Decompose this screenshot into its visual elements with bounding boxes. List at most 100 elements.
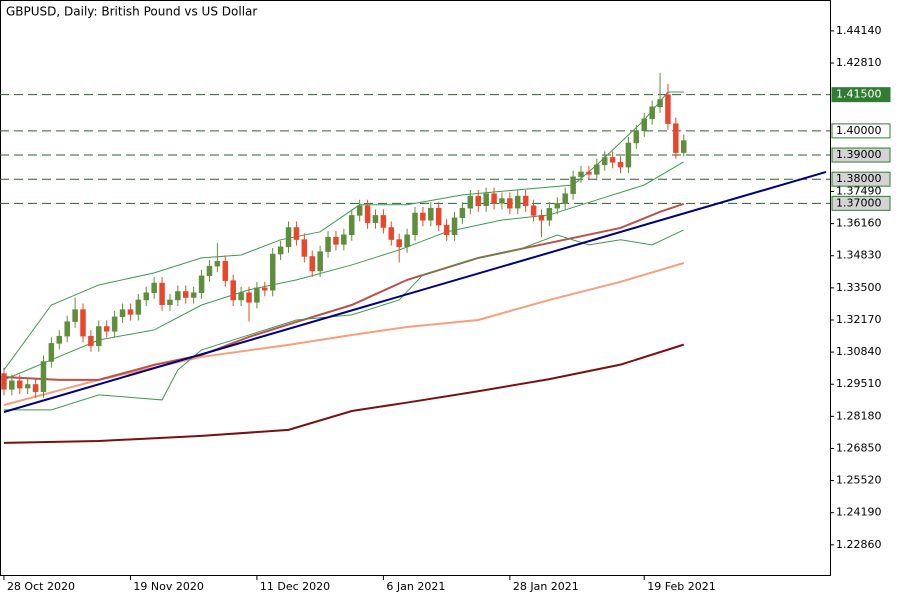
x-tick-label: 19 Nov 2020 <box>133 580 203 593</box>
candle-body <box>538 215 545 221</box>
candle-body <box>515 195 521 209</box>
candle-body <box>673 123 679 153</box>
candle-body <box>151 282 157 293</box>
candle-body <box>617 162 624 168</box>
candle-body <box>301 239 308 257</box>
candle-body <box>80 309 86 337</box>
candle-body <box>222 261 229 281</box>
candle-body <box>364 205 371 223</box>
level-label: 1.40000 <box>836 124 882 137</box>
candle-body <box>230 280 236 301</box>
candle-body <box>594 164 600 175</box>
y-tick-label: 1.37490 <box>836 185 882 198</box>
candle-body <box>309 256 315 272</box>
candle-body <box>1 373 7 390</box>
candle-body <box>459 207 466 219</box>
candle-body <box>546 207 553 221</box>
candle-body <box>435 207 442 226</box>
candle-body <box>554 203 561 209</box>
candle-body <box>325 236 331 252</box>
candle-body <box>522 195 529 207</box>
x-tick-label: 28 Oct 2020 <box>7 580 75 593</box>
y-tick-label: 1.28180 <box>836 409 882 422</box>
indicator-line <box>3 343 685 444</box>
candle-body <box>293 227 300 240</box>
candle-body <box>404 234 410 248</box>
candle-body <box>356 205 363 216</box>
candle-body <box>649 106 655 120</box>
candle-body <box>388 227 395 240</box>
candle-body <box>372 215 379 223</box>
candle-body <box>396 239 402 248</box>
candle-body <box>262 287 268 291</box>
candle-body <box>625 142 632 168</box>
level-label: 1.38000 <box>836 172 882 185</box>
candle-body <box>570 176 576 194</box>
candle-body <box>562 193 568 204</box>
x-tick-label: 19 Feb 2021 <box>647 580 715 593</box>
candle-body <box>88 335 94 347</box>
candle-body <box>135 299 142 315</box>
level-label-box <box>831 171 891 187</box>
candle-body <box>285 227 292 248</box>
x-tick-label: 11 Dec 2020 <box>260 580 330 593</box>
candle-body <box>214 261 221 267</box>
y-tick-label: 1.24190 <box>836 506 882 519</box>
candle-body <box>32 384 39 392</box>
candle-body <box>491 193 497 204</box>
candle-body <box>633 130 640 144</box>
y-tick-label: 1.22860 <box>836 538 882 551</box>
candle-body <box>420 212 426 221</box>
candle-body <box>277 246 284 255</box>
indicator-line <box>3 229 684 411</box>
candle-body <box>198 275 205 293</box>
indicator-line <box>3 202 685 381</box>
candle-body <box>507 198 513 209</box>
candle-body <box>17 380 23 389</box>
candle-body <box>333 236 339 245</box>
level-label-box <box>831 195 891 211</box>
candle-body <box>127 309 134 315</box>
level-label: 1.39000 <box>836 148 882 161</box>
candle-body <box>586 171 592 175</box>
level-label: 1.37000 <box>836 196 882 209</box>
candle-body <box>349 215 355 235</box>
candle-body <box>412 212 418 235</box>
candle-body <box>40 361 47 392</box>
y-tick-label: 1.30840 <box>836 345 882 358</box>
candle-body <box>499 198 505 204</box>
candle-body <box>56 335 63 344</box>
candle-body <box>111 316 118 332</box>
candle-body <box>641 118 647 132</box>
candle-body <box>254 287 260 303</box>
candle-body <box>609 157 616 163</box>
candle-body <box>48 343 55 362</box>
y-tick-label: 1.26850 <box>836 441 882 454</box>
candle-body <box>246 292 252 303</box>
candle-body <box>175 291 181 301</box>
y-tick-label: 1.33500 <box>836 281 882 294</box>
candle-body <box>317 251 323 272</box>
candle-body <box>530 205 537 216</box>
candle-body <box>269 253 276 291</box>
candle-body <box>665 94 671 124</box>
candle-body <box>475 195 481 207</box>
candle-body <box>183 291 189 298</box>
candle-body <box>483 193 489 207</box>
candle-body <box>380 215 387 228</box>
candle-body <box>119 309 126 318</box>
y-tick-label: 1.25520 <box>836 474 882 487</box>
candle-body <box>341 234 347 245</box>
level-label-box <box>831 87 891 103</box>
candle-body <box>238 292 244 301</box>
y-tick-label: 1.36160 <box>836 217 882 230</box>
y-tick-label: 1.42810 <box>836 56 882 69</box>
level-label: 1.41500 <box>836 88 882 101</box>
candle-body <box>143 292 149 301</box>
candle-body <box>72 309 78 322</box>
y-tick-label: 1.44140 <box>836 24 882 37</box>
y-tick-label: 1.32170 <box>836 313 882 326</box>
x-tick-label: 28 Jan 2021 <box>513 580 579 593</box>
candle-body <box>681 140 687 153</box>
candle-body <box>206 265 213 277</box>
